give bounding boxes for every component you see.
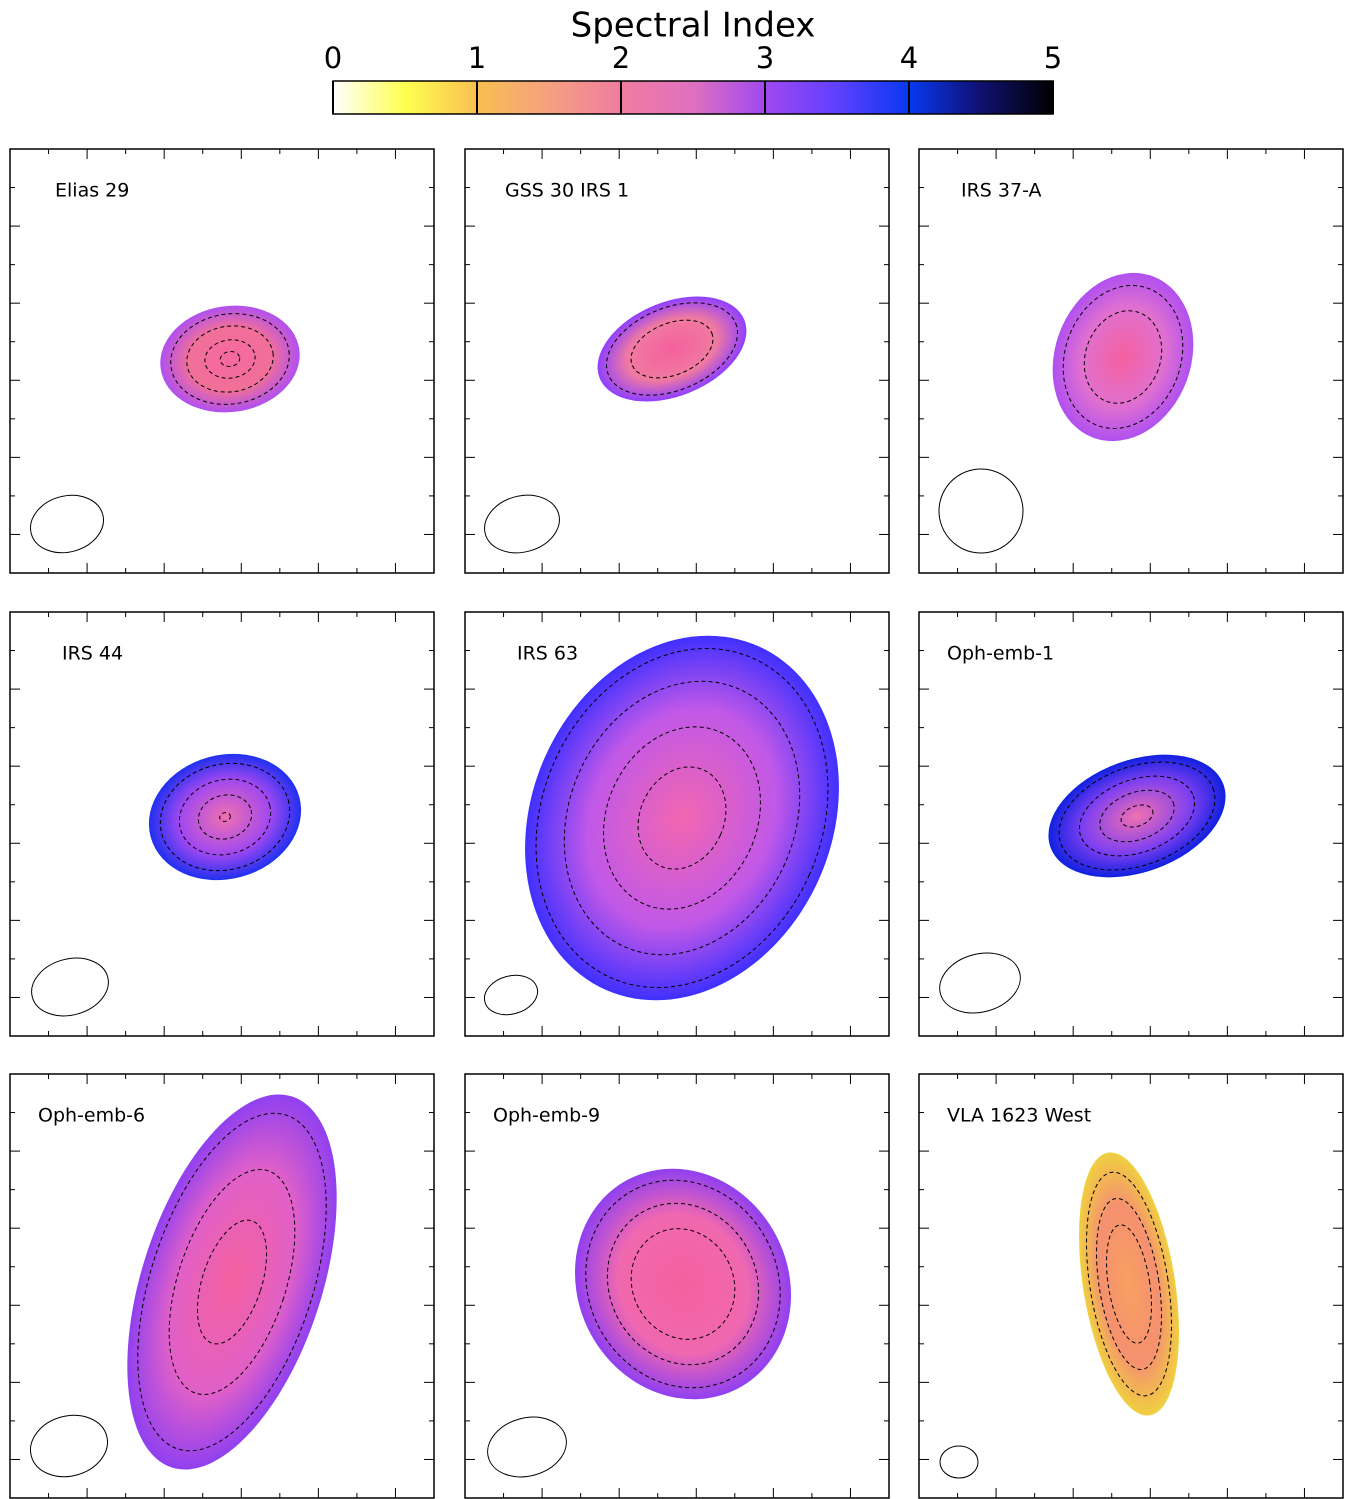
panel: IRS 44	[9, 611, 435, 1037]
contour	[1099, 789, 1175, 843]
colorbar-tick-label: 2	[612, 41, 630, 75]
contour	[186, 325, 274, 393]
beam	[30, 1414, 108, 1478]
contour	[159, 762, 291, 872]
panel-label: GSS 30 IRS 1	[505, 180, 629, 202]
contour	[1086, 1171, 1172, 1397]
panel-label: IRS 37-A	[961, 180, 1042, 202]
contour	[637, 766, 727, 870]
panel: GSS 30 IRS 1	[464, 148, 890, 574]
contour	[605, 302, 739, 396]
panel-label: Oph-emb-6	[38, 1105, 145, 1127]
emission-map	[148, 753, 302, 881]
emission-map	[1052, 272, 1194, 442]
contour	[168, 1168, 296, 1396]
panel-label: Oph-emb-1	[947, 643, 1054, 665]
contour	[197, 794, 253, 840]
panel: Oph-emb-1	[918, 611, 1344, 1037]
colorbar-tick-label: 1	[468, 41, 486, 75]
colorbar-tick-label: 5	[1044, 41, 1062, 75]
contour	[535, 647, 829, 989]
panel-label: VLA 1623 West	[947, 1105, 1091, 1127]
panel-label: IRS 63	[517, 643, 578, 665]
panel-label: IRS 44	[62, 643, 123, 665]
contour	[1083, 310, 1163, 404]
beam	[30, 494, 104, 554]
contour	[1096, 1197, 1162, 1371]
beam	[483, 974, 539, 1016]
contour	[219, 812, 231, 822]
colorbar-tick-label: 4	[900, 41, 918, 75]
panel: Oph-emb-9	[464, 1073, 890, 1499]
contour	[630, 319, 714, 379]
contour	[585, 1179, 781, 1389]
contour	[1062, 285, 1184, 429]
contour	[630, 1228, 736, 1340]
emission-map	[1079, 1152, 1179, 1416]
colorbar-title: Spectral Index	[571, 6, 816, 46]
panel: IRS 63	[464, 611, 890, 1037]
contour	[1106, 1224, 1152, 1344]
panel: IRS 37-A	[918, 148, 1344, 574]
contour	[563, 680, 801, 956]
contour	[196, 1219, 268, 1345]
beam	[487, 1416, 567, 1478]
contour	[178, 778, 272, 856]
beam	[939, 1445, 979, 1479]
beam	[484, 494, 560, 554]
colorbar-tick-label: 0	[324, 41, 342, 75]
emission-map	[525, 635, 839, 1001]
beam	[938, 468, 1024, 554]
panel-label: Elias 29	[55, 180, 129, 202]
panel: VLA 1623 West	[918, 1073, 1344, 1499]
panel: Elias 29	[9, 148, 435, 574]
emission-map	[597, 296, 747, 402]
contour	[170, 313, 290, 405]
beam	[939, 952, 1021, 1014]
emission-map	[1048, 754, 1226, 878]
emission-map	[127, 1094, 337, 1470]
contour	[219, 351, 241, 367]
colorbar-tick-label: 3	[756, 41, 774, 75]
emission-map	[575, 1168, 791, 1400]
panel-label: Oph-emb-9	[493, 1105, 600, 1127]
contour	[1058, 761, 1216, 871]
contour	[137, 1112, 327, 1452]
contour	[1120, 804, 1154, 828]
beam	[31, 957, 109, 1017]
panel: Oph-emb-6	[9, 1073, 435, 1499]
emission-map	[160, 305, 300, 413]
colorbar	[332, 80, 1054, 115]
contour	[606, 1202, 760, 1366]
